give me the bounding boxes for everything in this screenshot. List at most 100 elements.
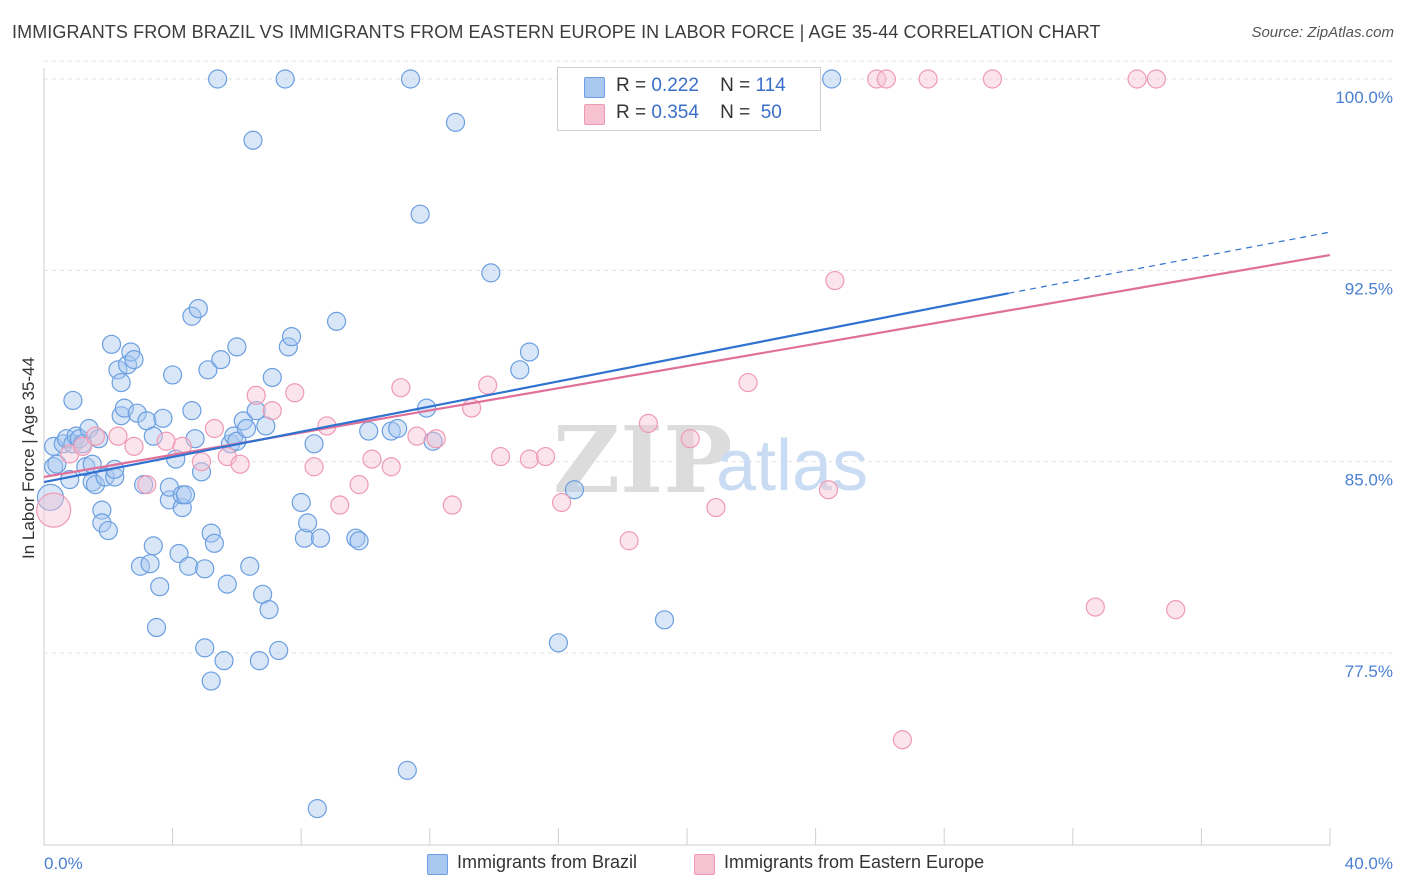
eeurope-point-19 — [349, 475, 369, 495]
eeurope-point-36 — [680, 429, 700, 449]
brazil-point-31 — [124, 350, 144, 370]
watermark-zip: ZIP — [553, 406, 732, 514]
eeurope-point-35 — [638, 413, 659, 433]
eeurope-point-6 — [137, 475, 157, 495]
x-tick-label-max: 40.0% — [1345, 854, 1393, 873]
brazil-point-69 — [227, 337, 247, 357]
brazil-point-22 — [101, 334, 122, 354]
legend-stats: R = 0.222 N = 114 R = 0.354 N = 50 — [557, 67, 821, 131]
brazil-point-17 — [89, 429, 109, 449]
brazil-point-3 — [47, 454, 67, 474]
eeurope-point-21 — [381, 457, 401, 477]
brazil-point-104 — [548, 633, 569, 653]
legend-swatch-eeurope — [694, 854, 715, 875]
brazil-point-0 — [36, 483, 65, 511]
brazil-point-108 — [822, 69, 842, 89]
brazil-point-40 — [150, 577, 170, 597]
brazil-point-38 — [143, 536, 163, 556]
eeurope-point-3 — [85, 426, 106, 446]
brazil-point-21 — [98, 520, 118, 541]
watermark: ZIP atlas — [553, 406, 868, 514]
brazil-point-77 — [259, 600, 279, 620]
eeurope-point-24 — [426, 429, 446, 449]
brazil-point-101 — [481, 263, 501, 283]
trend-lines — [43, 231, 1331, 484]
eeurope-point-38 — [738, 372, 758, 393]
eeurope-point-25 — [442, 495, 462, 515]
eeurope-point-37 — [706, 497, 726, 518]
legend-label-brazil: Immigrants from Brazil — [457, 852, 638, 872]
eeurope-point-4 — [108, 426, 128, 446]
eeurope-point-12 — [230, 454, 250, 474]
legend-row-brazil-text: R = 0.222 N = 114 — [616, 75, 786, 97]
y-tick-label-3: 77.5% — [1345, 662, 1393, 681]
brazil-point-103 — [519, 342, 540, 362]
brazil-point-65 — [217, 574, 237, 594]
eeurope-point-41 — [867, 69, 887, 89]
brazil-point-71 — [236, 418, 257, 439]
brazil-point-16 — [85, 475, 106, 495]
brazil-point-73 — [246, 401, 266, 421]
brazil-point-50 — [179, 556, 199, 576]
eeurope-point-42 — [876, 69, 896, 89]
brazil-point-57 — [195, 638, 215, 658]
brazil-point-56 — [195, 559, 215, 579]
eeurope-point-7 — [156, 431, 176, 451]
brazil-point-72 — [240, 556, 260, 576]
brazil-point-29 — [117, 355, 138, 375]
eeurope-point-23 — [407, 426, 427, 446]
brazil-point-96 — [400, 69, 421, 89]
brazil-point-36 — [140, 554, 160, 574]
eeurope-point-34 — [619, 531, 639, 551]
legend-swatch-eeurope — [584, 104, 605, 125]
brazil-point-86 — [304, 434, 324, 454]
y-tick-label-2: 85.0% — [1345, 471, 1393, 490]
n-label: N = — [720, 102, 751, 123]
brazil-point-58 — [198, 360, 218, 380]
brazil-point-61 — [204, 533, 224, 553]
brazil-point-52 — [182, 401, 202, 421]
brazil-point-64 — [214, 651, 234, 671]
brazil-point-55 — [191, 462, 212, 482]
brazil-point-74 — [249, 651, 270, 671]
series-brazil-points — [36, 69, 842, 819]
brazil-point-19 — [92, 513, 112, 533]
eeurope-point-18 — [330, 495, 350, 515]
eeurope-point-5 — [124, 436, 144, 456]
brazil-point-80 — [275, 69, 295, 89]
eeurope-point-14 — [262, 401, 282, 421]
x-ticks — [172, 828, 1331, 845]
y-tick-label-1: 92.5% — [1345, 279, 1393, 298]
eeurope-point-13 — [246, 385, 266, 405]
brazil-point-84 — [294, 528, 315, 548]
brazil-point-20 — [95, 467, 115, 487]
eeurope-point-31 — [552, 492, 572, 513]
brazil-point-85 — [298, 513, 318, 533]
brazil-point-79 — [269, 640, 289, 661]
r-value-brazil: 0.222 — [651, 75, 699, 96]
brazil-point-46 — [169, 543, 189, 564]
eeurope-point-47 — [1127, 69, 1147, 89]
brazil-point-89 — [326, 311, 347, 331]
brazil-point-63 — [211, 350, 231, 370]
brazil-point-62 — [208, 69, 228, 89]
brazil-point-78 — [262, 367, 282, 388]
brazil-point-32 — [127, 403, 147, 423]
r-label: R = — [616, 102, 647, 123]
brazil-point-107 — [654, 610, 675, 630]
eeurope-point-39 — [818, 480, 839, 500]
eeurope-point-46 — [1085, 597, 1105, 617]
brazil-point-87 — [307, 799, 327, 819]
brazil-point-102 — [510, 360, 530, 380]
eeurope-point-10 — [204, 418, 224, 439]
brazil-point-49 — [175, 485, 196, 505]
brazil-point-37 — [143, 426, 163, 446]
trend-line-brazil — [43, 292, 1009, 484]
legend-swatch-brazil — [427, 854, 448, 875]
brazil-point-26 — [111, 372, 131, 393]
brazil-point-39 — [146, 617, 167, 638]
watermark-atlas: atlas — [716, 426, 868, 506]
eeurope-point-9 — [191, 452, 212, 472]
source-label: Source: ZipAtlas.com — [1251, 24, 1394, 41]
